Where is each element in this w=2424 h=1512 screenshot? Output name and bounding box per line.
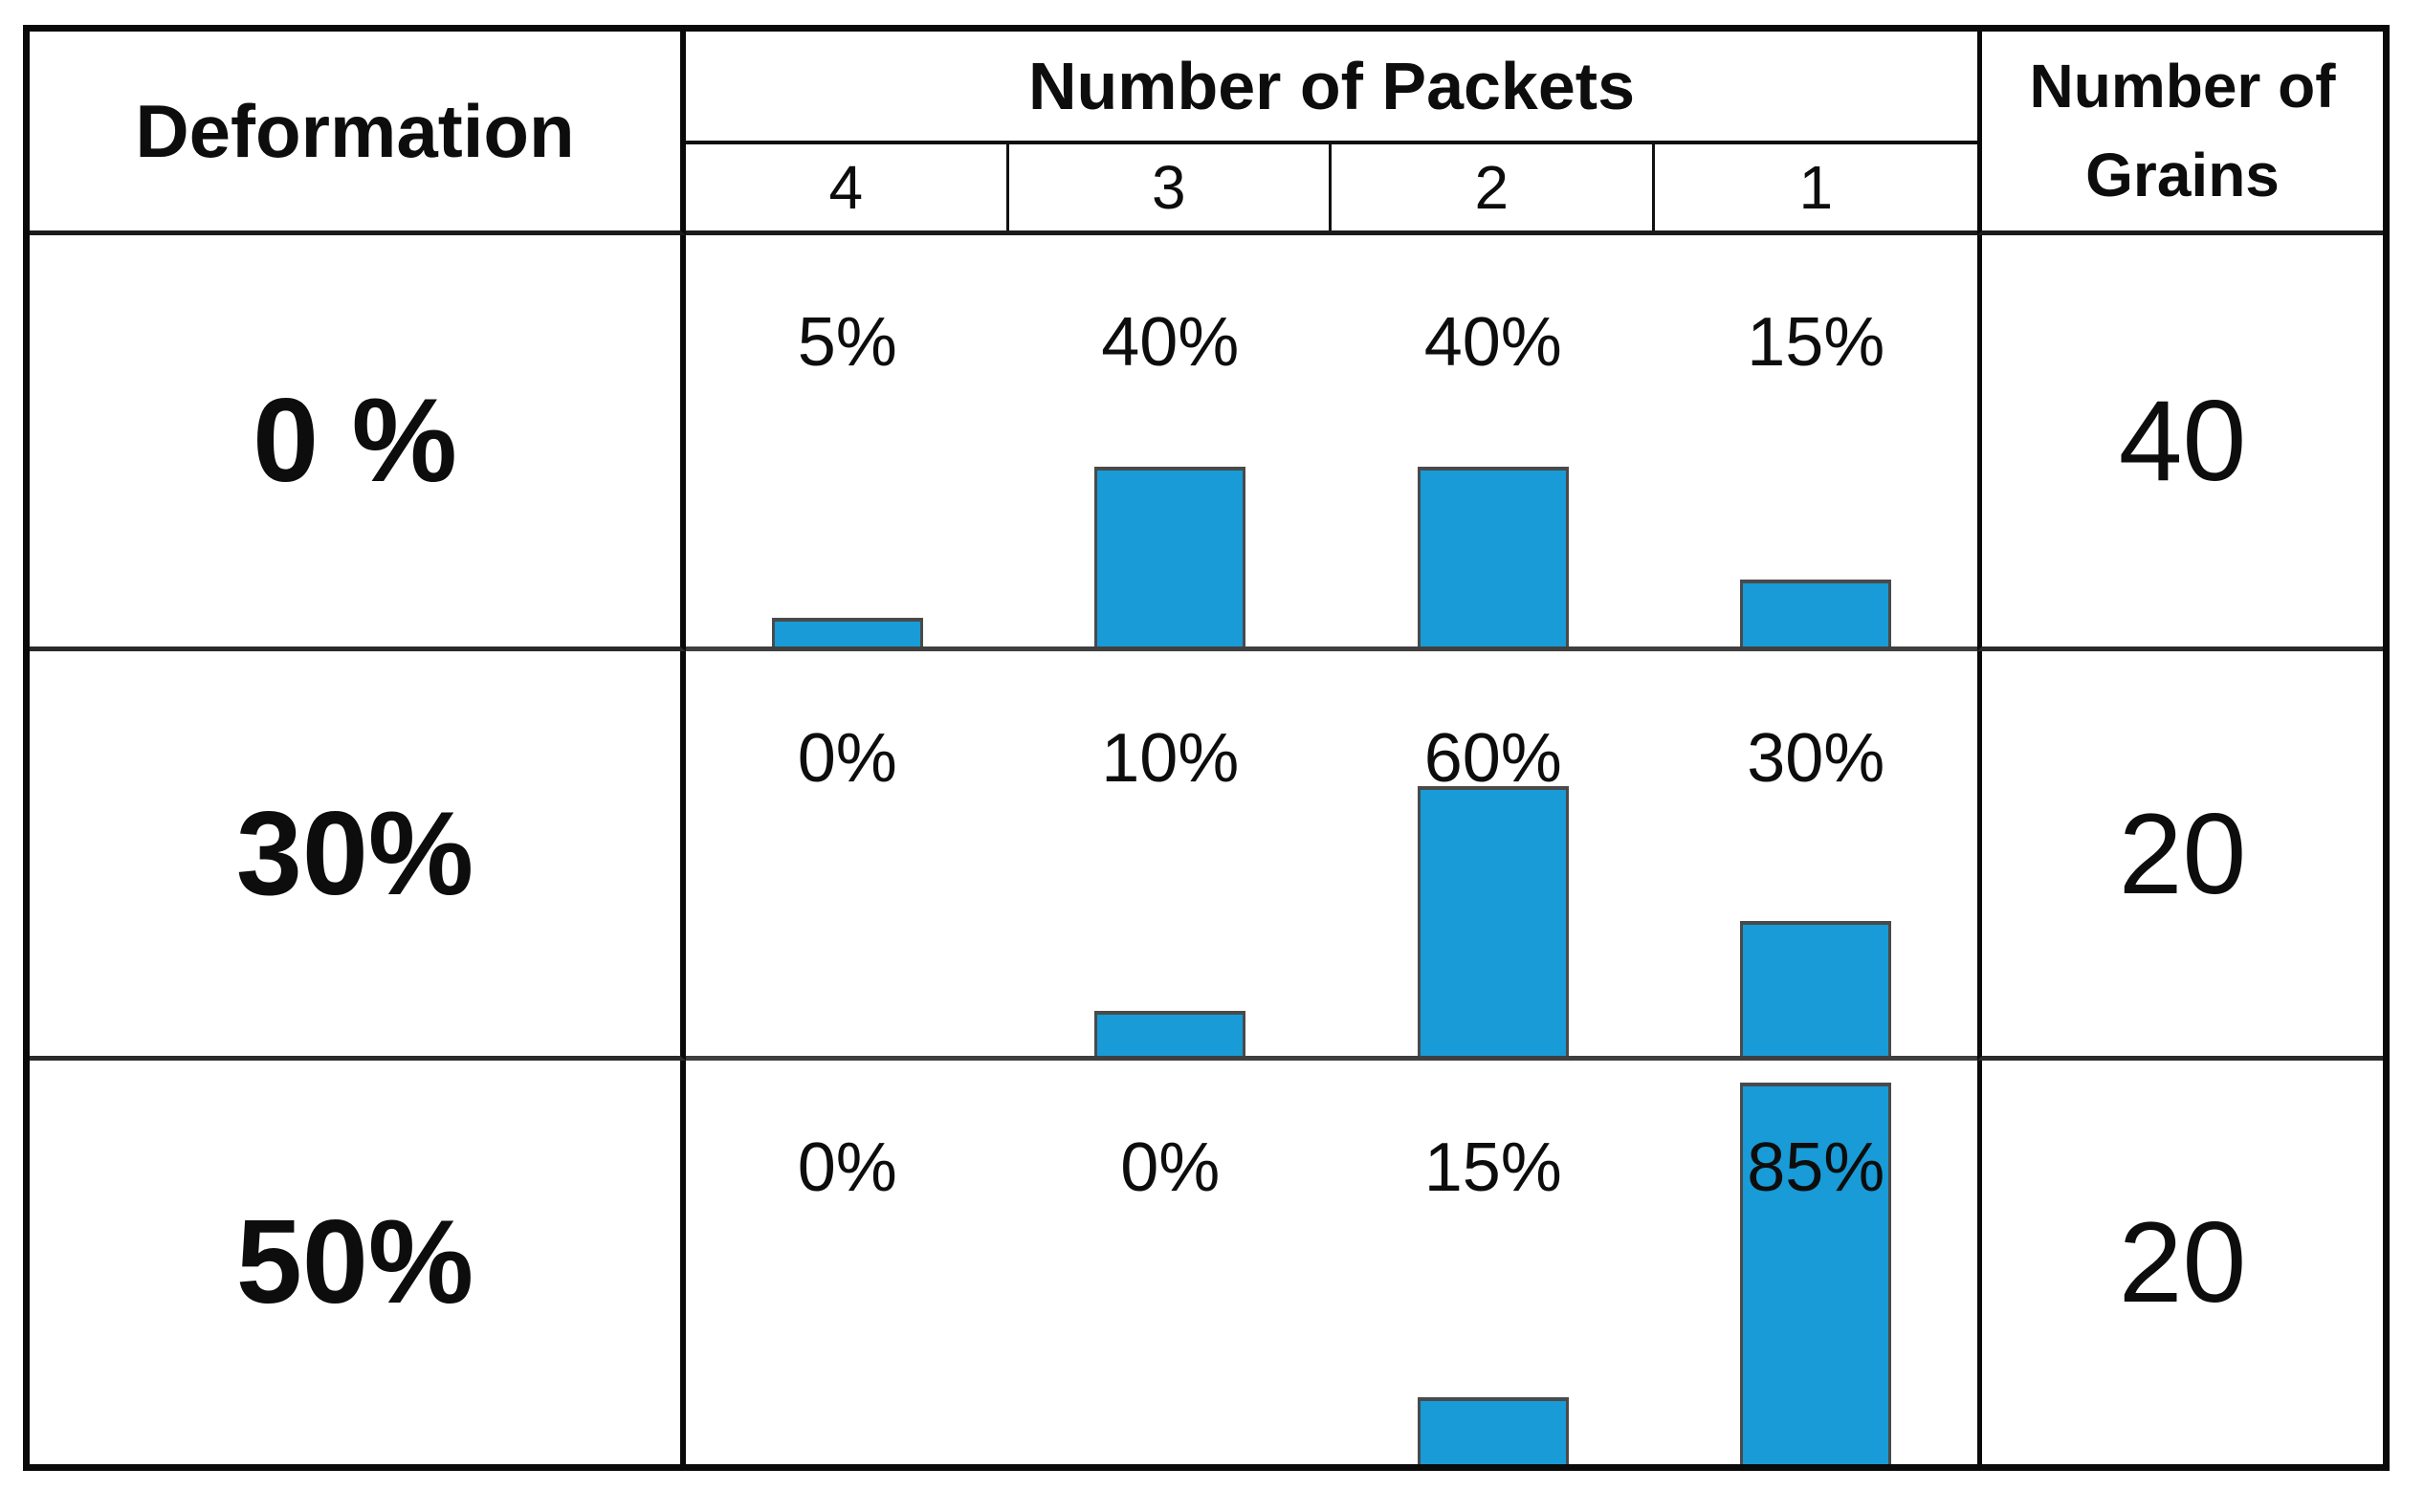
packet1-slot: 85% [1655, 1061, 1978, 1464]
percent-label: 60% [1423, 720, 1562, 797]
percent-label: 10% [1101, 720, 1240, 797]
deformation-value-row3: 50% [30, 1061, 686, 1464]
bar [1740, 579, 1892, 646]
percent-label: 5% [797, 304, 897, 381]
grains-column-header: Number of Grains [1977, 32, 2383, 235]
packet1-slot: 30% [1655, 651, 1978, 1056]
packet-count-4: 4 [686, 144, 1009, 230]
packet4-slot: 5% [686, 235, 1009, 646]
percent-label: 40% [1101, 304, 1240, 381]
packet-count-3: 3 [1009, 144, 1332, 230]
percent-label: 0% [1120, 1129, 1221, 1206]
packet3-slot: 10% [1009, 651, 1333, 1056]
bar [1094, 467, 1246, 646]
deformation-value-row1: 0 % [30, 235, 686, 651]
percent-label: 85% [1747, 1129, 1885, 1206]
packet3-slot: 40% [1009, 235, 1333, 646]
bar-chart-row2: 0% 10% 60% 30% [686, 651, 1977, 1061]
deformation-value-row2: 30% [30, 651, 686, 1061]
percent-label: 0% [797, 1129, 897, 1206]
bar-chart-row1: 5% 40% 40% 15% [686, 235, 1977, 651]
bar [1740, 1082, 1892, 1464]
packet-count-1: 1 [1798, 153, 1834, 222]
bar [1740, 921, 1892, 1056]
packet-count-subheader: 4 3 2 1 [686, 144, 1977, 235]
deformation-packets-table: Deformation Number of Packets Number of … [23, 25, 2390, 1471]
bar [1417, 467, 1569, 646]
grains-header-line2: Grains [2085, 141, 2280, 209]
percent-label: 30% [1747, 720, 1885, 797]
packet-count-2: 2 [1332, 144, 1655, 230]
bar-chart-row3: 0% 0% 15% 85% [686, 1061, 1977, 1464]
percent-label: 0% [797, 720, 897, 797]
packet2-slot: 40% [1332, 235, 1655, 646]
packets-column-header: Number of Packets [686, 32, 1977, 144]
bar [1094, 1011, 1246, 1056]
grains-value-row1: 40 [1977, 235, 2383, 651]
percent-label: 40% [1423, 304, 1562, 381]
bar [1417, 1396, 1569, 1464]
packet1-slot: 15% [1655, 235, 1978, 646]
bar [1417, 786, 1569, 1056]
packet2-slot: 15% [1332, 1061, 1655, 1464]
bar [771, 618, 923, 646]
deformation-column-header: Deformation [30, 32, 686, 235]
percent-label: 15% [1747, 304, 1885, 381]
packet4-slot: 0% [686, 651, 1009, 1056]
percent-label: 15% [1423, 1129, 1562, 1206]
packet2-slot: 60% [1332, 651, 1655, 1056]
packet4-slot: 0% [686, 1061, 1009, 1464]
grains-header-line1: Number of [2029, 52, 2336, 121]
grains-value-row2: 20 [1977, 651, 2383, 1061]
grains-value-row3: 20 [1977, 1061, 2383, 1464]
packet3-slot: 0% [1009, 1061, 1333, 1464]
